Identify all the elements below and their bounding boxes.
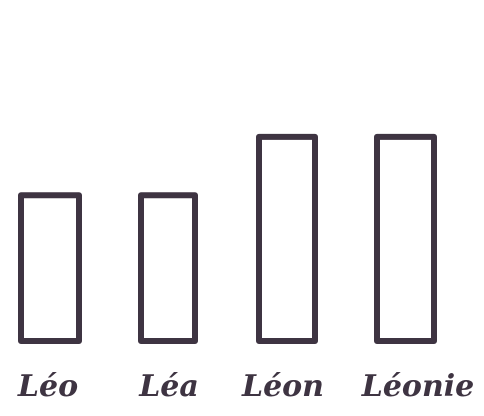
bar-leonie: [374, 133, 437, 344]
bars-layer: [18, 133, 437, 344]
bar-leo: [18, 192, 82, 344]
bar-lea: [138, 192, 198, 344]
bar-leon: [256, 133, 318, 344]
category-label: Léa: [138, 369, 199, 404]
category-label: Léon: [241, 369, 324, 404]
category-label: Léonie: [361, 369, 475, 404]
labels-layer: Léo Léa Léon Léonie: [17, 369, 474, 404]
category-label: Léo: [17, 369, 78, 404]
